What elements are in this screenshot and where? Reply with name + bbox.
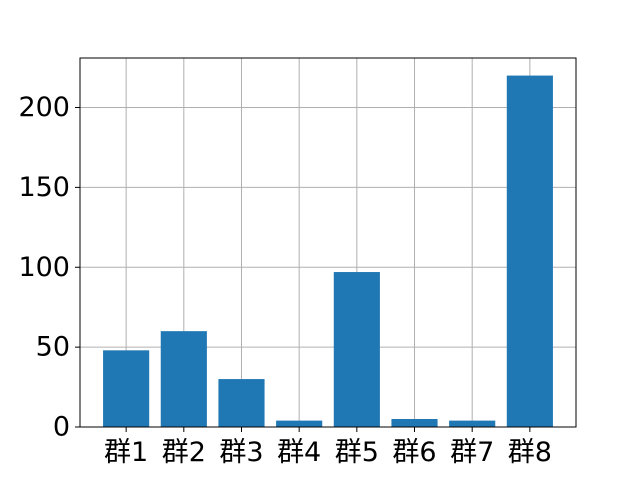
- x-axis: 群1 群2 群3 群4 群5 群6 群7 群8: [104, 427, 552, 468]
- y-axis: 0 50 100 150 200: [18, 92, 80, 443]
- bar: [160, 331, 207, 427]
- bar: [103, 350, 150, 427]
- bar: [391, 419, 438, 427]
- x-tick-label: 群4: [277, 437, 321, 468]
- y-tick-label: 50: [36, 332, 70, 363]
- y-tick-label: 100: [18, 252, 70, 283]
- bar: [333, 272, 380, 427]
- bar: [218, 379, 265, 427]
- bars: [103, 75, 553, 428]
- bar: [449, 420, 496, 427]
- y-tick-label: 0: [53, 412, 70, 443]
- x-tick-label: 群2: [162, 437, 206, 468]
- x-tick-label: 群6: [392, 437, 436, 468]
- plot-frame: [79, 57, 577, 428]
- x-tick-label: 群3: [219, 437, 263, 468]
- bar: [276, 420, 323, 427]
- x-tick-label: 群1: [104, 437, 148, 468]
- y-tick-label: 150: [18, 172, 70, 203]
- y-tick-label: 200: [18, 92, 70, 123]
- bar: [506, 75, 553, 428]
- x-tick-label: 群5: [335, 437, 379, 468]
- x-tick-label: 群8: [508, 437, 552, 468]
- x-tick-label: 群7: [450, 437, 494, 468]
